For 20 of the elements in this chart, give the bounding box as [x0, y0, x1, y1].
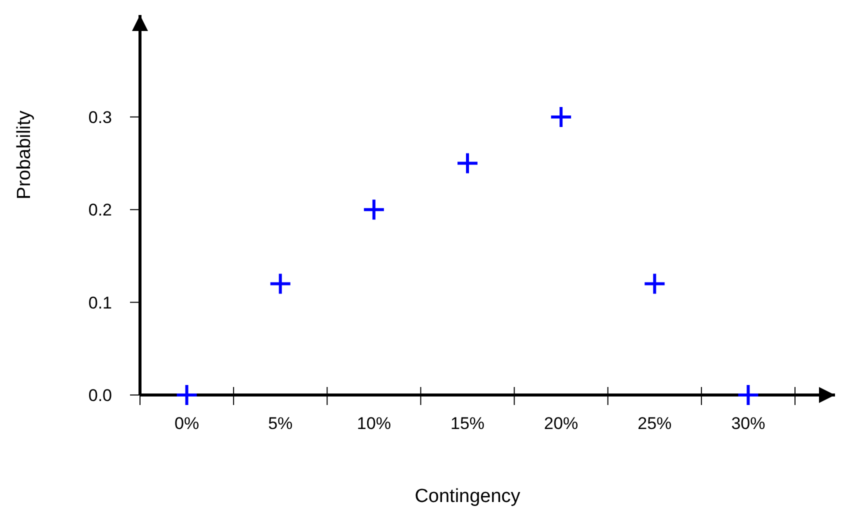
y-axis-title: Probability [14, 110, 35, 200]
y-tick-label: 0.0 [88, 386, 112, 405]
point [268, 272, 292, 296]
x-tick-label: 25% [638, 414, 672, 433]
y-tick-label: 0.2 [88, 200, 112, 220]
x-tick-label: 30% [731, 414, 766, 433]
x-axis-title: Contingency [414, 486, 521, 507]
x-tick-label: 20% [544, 414, 578, 433]
point [550, 105, 573, 128]
x-tick-label: 10% [356, 414, 391, 433]
point [362, 198, 386, 222]
x-tick-label: 5% [268, 414, 293, 433]
point [643, 272, 666, 296]
point [175, 384, 198, 406]
y-tick-label: 0.1 [88, 293, 112, 312]
y-tick-label: 0.3 [88, 108, 112, 127]
point [456, 152, 479, 175]
point [736, 384, 760, 406]
x-tick-label: 0% [174, 414, 200, 433]
x-tick-label: 15% [450, 414, 485, 433]
